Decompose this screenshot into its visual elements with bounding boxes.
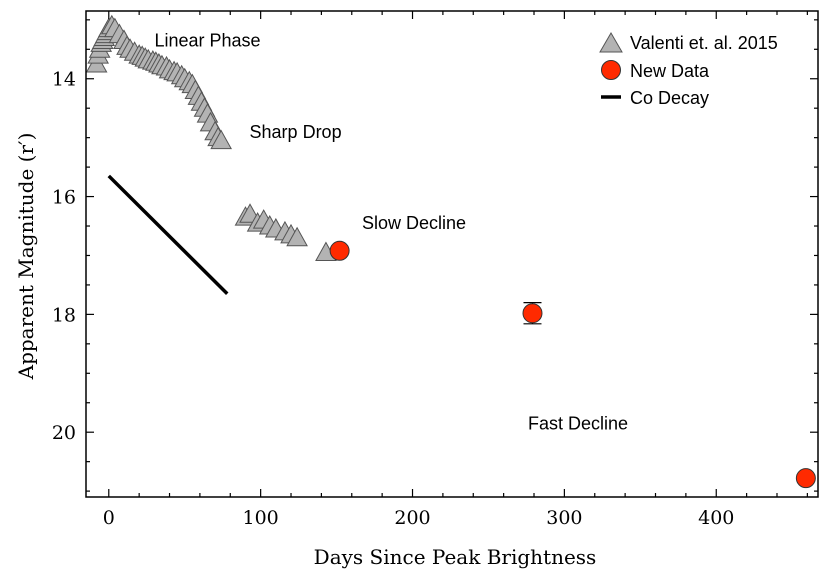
ticks-layer: 0 100 200 300 400 14 16 18 20 <box>52 11 818 529</box>
plot-frame <box>85 10 819 498</box>
x-axis-title: Days Since Peak Brightness <box>314 545 597 569</box>
phase-annotation: Linear Phase <box>154 30 260 50</box>
annotations: Linear Phase Sharp Drop Slow Decline Fast D… <box>154 30 628 433</box>
legend: Valenti et. al. 2015 New Data Co Decay <box>599 32 778 108</box>
legend-triangle-marker <box>599 32 623 53</box>
y-axis-title: Apparent Magnitude (r′) <box>14 133 38 381</box>
x-tick-label: 200 <box>394 507 430 529</box>
y-tick-label: 16 <box>52 187 76 209</box>
legend-label-co-decay: Co Decay <box>630 88 709 108</box>
y-tick-label: 14 <box>52 69 76 91</box>
legend-label-valenti: Valenti et. al. 2015 <box>630 33 778 53</box>
x-tick-label: 100 <box>243 507 279 529</box>
x-tick-label: 300 <box>546 507 582 529</box>
legend-label-new-data: New Data <box>630 61 710 81</box>
new-data-circle-point <box>329 240 350 261</box>
y-tick-label: 18 <box>52 304 76 326</box>
new-data-circle-point <box>522 303 543 324</box>
phase-annotation: Slow Decline <box>362 213 466 233</box>
marks-layer <box>85 14 816 489</box>
legend-circle-marker <box>601 60 621 80</box>
phase-annotation: Fast Decline <box>528 413 628 433</box>
y-tick-label: 20 <box>52 422 76 444</box>
new-data-circle-point <box>795 468 816 489</box>
co-decay-line <box>107 174 229 296</box>
valenti-triangle-point <box>286 226 308 247</box>
x-tick-label: 0 <box>103 507 115 529</box>
phase-annotation: Sharp Drop <box>250 122 342 142</box>
x-tick-label: 400 <box>698 507 734 529</box>
valenti-triangle-point <box>210 129 233 150</box>
